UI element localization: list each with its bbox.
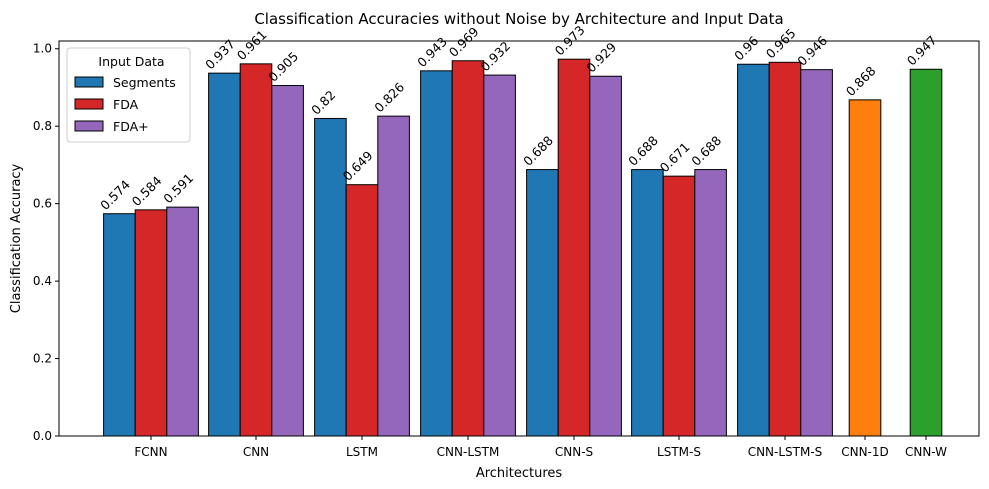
bar-segments-cnn <box>208 72 241 437</box>
bar-fda-cnn-lstm-s <box>800 69 833 437</box>
data-label-fda-cnn-lstm-s: 0.946 <box>794 33 830 69</box>
data-label-fda-cnn-lstm: 0.969 <box>446 24 482 60</box>
y-tick-label: 0.6 <box>33 197 52 211</box>
bar-fda-cnn-lstm <box>483 74 516 437</box>
x-tick-label-lstm: LSTM <box>346 445 378 459</box>
bar-segments-lstm-s <box>631 169 664 437</box>
legend-title: Input Data <box>98 54 164 69</box>
legend-swatch-fda <box>74 120 104 132</box>
bar-fda-fcnn <box>166 206 199 437</box>
bar-segments-cnn-s <box>526 169 559 437</box>
bar-cnn-w <box>909 68 943 437</box>
data-label-fda-fcnn: 0.584 <box>129 173 165 209</box>
bars-layer <box>103 58 943 437</box>
data-label-segments-cnn-s: 0.688 <box>520 133 556 169</box>
x-tick-label-cnn-w: CNN-W <box>905 445 947 459</box>
data-label-segments-lstm: 0.82 <box>308 87 338 117</box>
data-label-fda-fcnn: 0.591 <box>160 170 196 206</box>
x-tick-label-lstm-s: LSTM-S <box>657 445 701 459</box>
legend-label-segments: Segments <box>113 75 176 90</box>
legend-swatch-segments <box>74 76 104 88</box>
x-tick-label-cnn: CNN <box>243 445 269 459</box>
legend-swatch-fda <box>74 98 104 110</box>
bar-fda-cnn-lstm-s <box>768 61 802 437</box>
data-label-fda-lstm-s: 0.671 <box>657 139 693 175</box>
data-label-segments-cnn-lstm-s: 0.96 <box>731 33 761 63</box>
bar-segments-cnn-lstm <box>420 70 453 437</box>
plot-frame <box>58 40 980 437</box>
y-axis-label: Classification Accuracy <box>9 163 24 313</box>
bar-segments-cnn-lstm-s <box>737 63 770 437</box>
data-label-fda-cnn: 0.961 <box>234 27 270 63</box>
bar-cnn-1d <box>848 99 882 437</box>
data-label-segments-cnn: 0.937 <box>202 36 238 72</box>
x-tick-label-cnn-lstm-s: CNN-LSTM-S <box>748 445 823 459</box>
bar-fda-cnn-s <box>557 58 591 437</box>
y-tick-label: 0.8 <box>33 119 52 133</box>
data-label-cnn-1d: 0.868 <box>843 63 879 99</box>
x-tick-label-cnn-s: CNN-S <box>555 445 593 459</box>
data-label-fda-cnn-lstm-s: 0.965 <box>763 26 799 62</box>
data-label-segments-lstm-s: 0.688 <box>625 133 661 169</box>
y-tick-label: 0.2 <box>33 352 52 366</box>
bar-fda-fcnn <box>134 209 168 437</box>
legend: Input Data Segments FDA FDA+ <box>66 47 191 143</box>
bar-fda-lstm <box>345 184 379 437</box>
bar-fda-cnn-s <box>589 75 622 437</box>
chart-title: Classification Accuracies without Noise … <box>254 10 783 28</box>
x-axis-label: Architectures <box>476 466 563 481</box>
x-tick-label-cnn-lstm: CNN-LSTM <box>437 445 500 459</box>
bar-fda-lstm-s <box>694 169 727 437</box>
y-tick-label: 1.0 <box>33 42 52 56</box>
axes-layer: 0.0 0.2 0.4 0.6 0.8 1.0 FCNN CNN LSTM CNN-LSTM CNN… <box>33 40 980 459</box>
bar-fda-lstm-s <box>662 175 696 437</box>
data-label-fda-cnn-s: 0.929 <box>583 39 619 75</box>
bar-segments-fcnn <box>103 213 136 437</box>
x-tick-label-cnn-1d: CNN-1D <box>841 445 889 459</box>
data-label-segments-fcnn: 0.574 <box>97 177 133 213</box>
y-tick-label: 0.4 <box>33 274 52 288</box>
data-label-fda-lstm-s: 0.688 <box>688 133 724 169</box>
data-label-fda-lstm: 0.826 <box>371 79 407 115</box>
bar-fda-cnn <box>271 85 304 437</box>
data-label-segments-cnn-lstm: 0.943 <box>414 34 450 70</box>
y-tick-label: 0.0 <box>33 429 52 443</box>
x-tick-label-fcnn: FCNN <box>134 445 167 459</box>
data-label-fda-cnn-lstm: 0.932 <box>477 38 513 74</box>
bar-fda-lstm <box>377 115 410 437</box>
legend-label-fda: FDA+ <box>113 119 149 134</box>
bar-fda-cnn <box>239 63 273 437</box>
bar-fda-cnn-lstm <box>451 60 485 437</box>
data-label-cnn-w: 0.947 <box>904 32 940 68</box>
legend-box <box>66 47 191 143</box>
legend-label-fda: FDA <box>113 97 139 112</box>
bar-segments-lstm <box>314 117 347 437</box>
